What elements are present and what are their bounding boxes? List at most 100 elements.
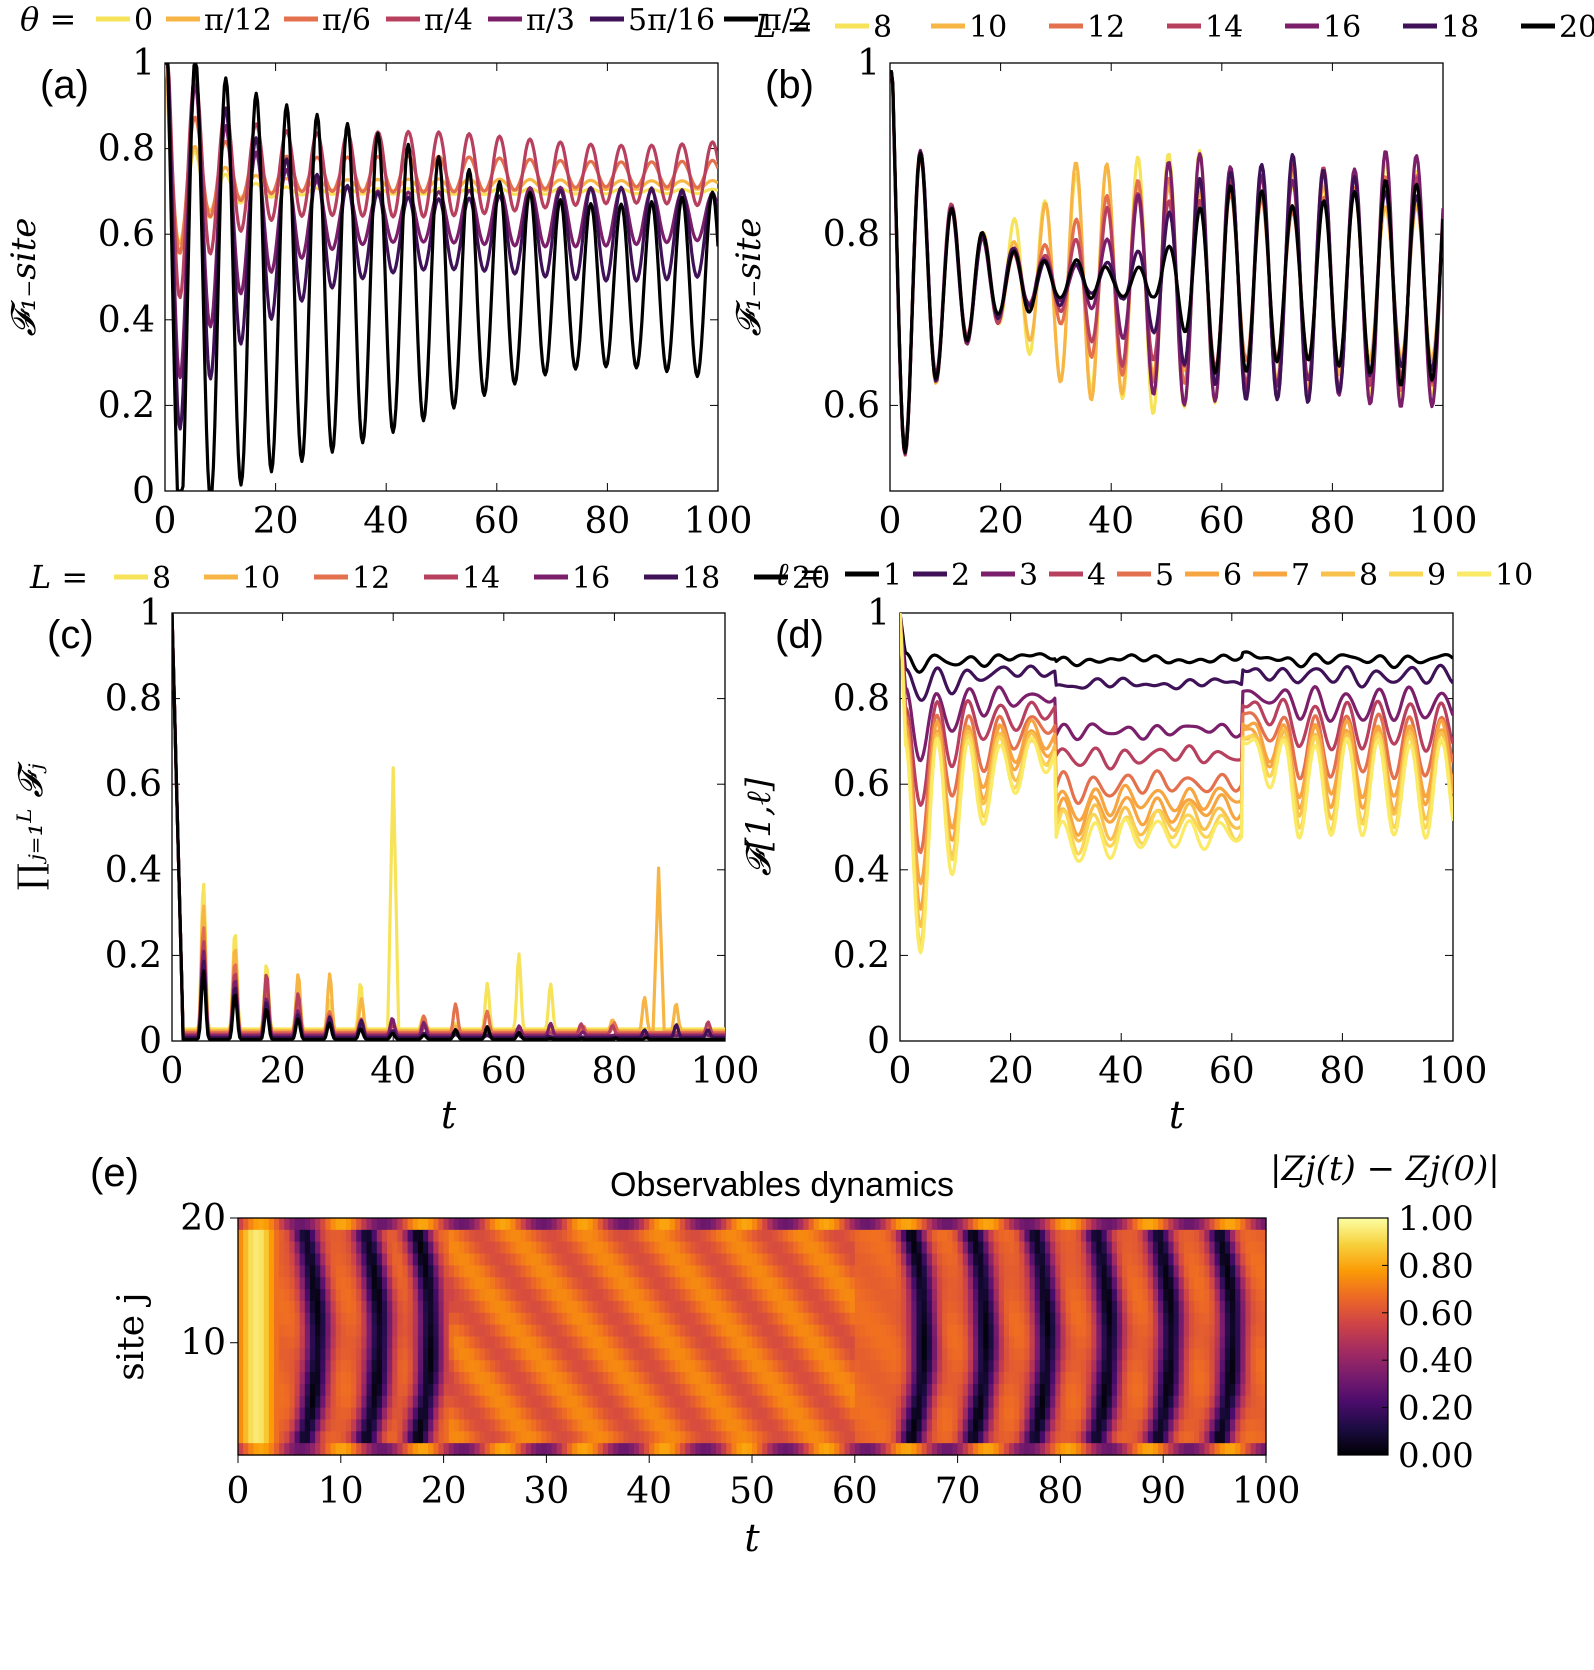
heatmap-cell xyxy=(376,1253,383,1266)
heatmap-cell xyxy=(1235,1300,1241,1314)
heatmap-cell xyxy=(731,1336,738,1349)
heatmap-cell xyxy=(839,1241,846,1255)
heatmap-cell xyxy=(520,1277,527,1290)
heatmap-cell xyxy=(525,1229,532,1243)
heatmap-cell xyxy=(443,1312,450,1326)
heatmap-cell xyxy=(957,1348,964,1361)
heatmap-cell xyxy=(818,1431,825,1444)
heatmap-cell xyxy=(1132,1253,1139,1266)
heatmap-cell xyxy=(1101,1218,1108,1231)
heatmap-cell xyxy=(962,1419,969,1432)
heatmap-cell xyxy=(1255,1253,1262,1266)
heatmap-cell xyxy=(613,1407,619,1421)
heatmap-cell xyxy=(1173,1300,1180,1314)
heatmap-cell xyxy=(926,1395,933,1409)
heatmap-cell xyxy=(356,1241,362,1255)
heatmap-cell xyxy=(865,1431,871,1444)
heatmap-cell xyxy=(294,1277,301,1290)
heatmap-cell xyxy=(983,1336,990,1349)
heatmap-cell xyxy=(1173,1312,1180,1326)
heatmap-cell xyxy=(1101,1289,1108,1302)
heatmap-cell xyxy=(268,1289,275,1302)
heatmap-cell xyxy=(1065,1443,1072,1456)
heatmap-cell xyxy=(926,1336,933,1349)
heatmap-cell xyxy=(1116,1360,1123,1373)
heatmap-cell xyxy=(505,1443,512,1456)
heatmap-cell xyxy=(1065,1419,1072,1432)
heatmap-cell xyxy=(931,1241,938,1255)
heatmap-cell xyxy=(1101,1336,1108,1349)
heatmap-cell xyxy=(654,1395,661,1409)
heatmap-cell xyxy=(973,1253,979,1266)
heatmap-cell xyxy=(263,1336,270,1349)
heatmap-cell xyxy=(937,1253,943,1266)
heatmap-cell xyxy=(680,1300,686,1314)
heatmap-cell xyxy=(1224,1407,1231,1421)
heatmap-cell xyxy=(623,1241,630,1255)
y-tick-label-c: 0.8 xyxy=(105,679,162,720)
heatmap-cell xyxy=(402,1395,409,1409)
heatmap-cell xyxy=(1080,1348,1087,1361)
heatmap-cell xyxy=(1060,1372,1067,1385)
heatmap-cell xyxy=(289,1277,296,1290)
heatmap-cell xyxy=(407,1218,414,1231)
heatmap-cell xyxy=(1009,1265,1015,1278)
heatmap-cell xyxy=(397,1383,404,1397)
heatmap-cell xyxy=(787,1218,794,1231)
heatmap-cell xyxy=(777,1395,784,1409)
heatmap-cell xyxy=(474,1241,481,1255)
heatmap-cell xyxy=(942,1372,948,1385)
heatmap-cell xyxy=(1086,1372,1092,1385)
heatmap-cell xyxy=(633,1419,640,1432)
heatmap-cell xyxy=(705,1419,712,1432)
heatmap-cell xyxy=(366,1265,373,1278)
heatmap-cell xyxy=(1255,1419,1262,1432)
heatmap-cell xyxy=(238,1265,244,1278)
heatmap-cell xyxy=(1250,1277,1257,1290)
heatmap-cell xyxy=(633,1372,640,1385)
heatmap-cell xyxy=(489,1300,496,1314)
heatmap-cell xyxy=(397,1336,404,1349)
heatmap-cell xyxy=(952,1395,959,1409)
heatmap-cell xyxy=(1204,1229,1211,1243)
heatmap-cell xyxy=(1230,1431,1236,1444)
heatmap-cell xyxy=(279,1253,285,1266)
heatmap-cell xyxy=(721,1395,727,1409)
heatmap-cell xyxy=(1086,1300,1092,1314)
heatmap-cell xyxy=(736,1443,743,1456)
heatmap-cell xyxy=(988,1312,995,1326)
heatmap-cell xyxy=(566,1265,573,1278)
heatmap-cell xyxy=(649,1277,655,1290)
heatmap-cell xyxy=(582,1443,589,1456)
heatmap-cell xyxy=(690,1383,697,1397)
heatmap-cell xyxy=(613,1383,619,1397)
heatmap-cell xyxy=(495,1241,501,1255)
heatmap-cell xyxy=(577,1300,583,1314)
heatmap-cell xyxy=(854,1419,861,1432)
heatmap-cell xyxy=(587,1419,594,1432)
y-tick-label-e: 20 xyxy=(180,1198,226,1239)
heatmap-cell xyxy=(1245,1253,1252,1266)
heatmap-cell xyxy=(1050,1253,1056,1266)
series-group-d xyxy=(900,613,1453,955)
heatmap-cell xyxy=(649,1241,655,1255)
heatmap-cell xyxy=(731,1407,738,1421)
heatmap-cell xyxy=(1230,1289,1236,1302)
heatmap-cell xyxy=(685,1241,691,1255)
heatmap-cell xyxy=(284,1348,290,1361)
heatmap-cell xyxy=(839,1289,846,1302)
heatmap-cell xyxy=(1260,1265,1267,1278)
heatmap-cell xyxy=(947,1348,954,1361)
heatmap-cell xyxy=(659,1218,666,1231)
heatmap-cell xyxy=(381,1277,388,1290)
heatmap-cell xyxy=(829,1372,835,1385)
heatmap-cell xyxy=(253,1443,260,1456)
heatmap-cell xyxy=(1034,1218,1041,1231)
heatmap-cell xyxy=(453,1218,460,1231)
heatmap-cell xyxy=(1230,1324,1236,1338)
heatmap-cell xyxy=(1158,1229,1164,1243)
heatmap-cell xyxy=(680,1443,686,1456)
heatmap-cell xyxy=(983,1443,990,1456)
heatmap-cell xyxy=(1240,1241,1247,1255)
